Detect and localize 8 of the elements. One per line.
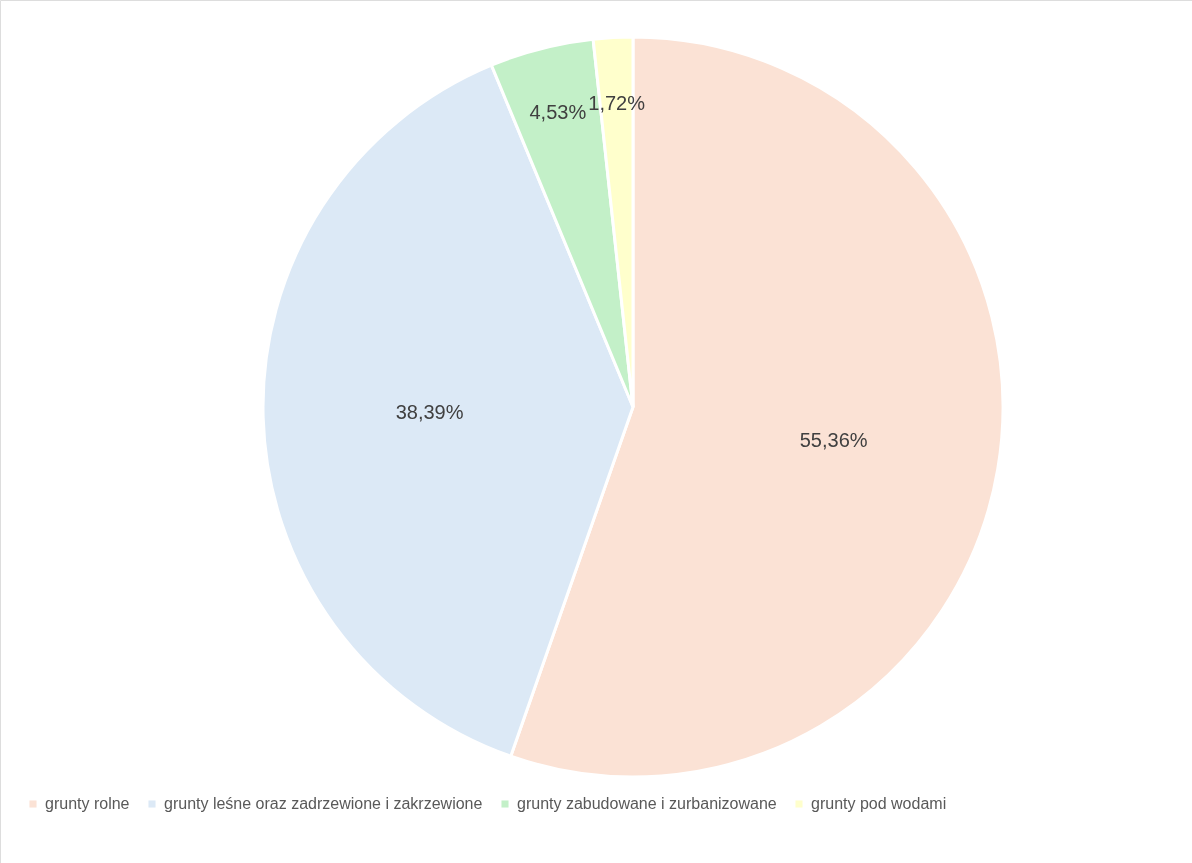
data-label: 1,72% (588, 92, 646, 115)
legend-label: grunty zabudowane i zurbanizowane (517, 795, 777, 812)
data-label: 38,39% (395, 400, 464, 423)
legend-label: grunty leśne oraz zadrzewione i zakrzewione (164, 795, 483, 812)
legend-label: grunty pod wodami (811, 795, 947, 812)
data-label: 55,36% (799, 429, 868, 452)
data-label: 4,53% (529, 101, 587, 124)
legend-label: grunty rolne (45, 795, 130, 812)
